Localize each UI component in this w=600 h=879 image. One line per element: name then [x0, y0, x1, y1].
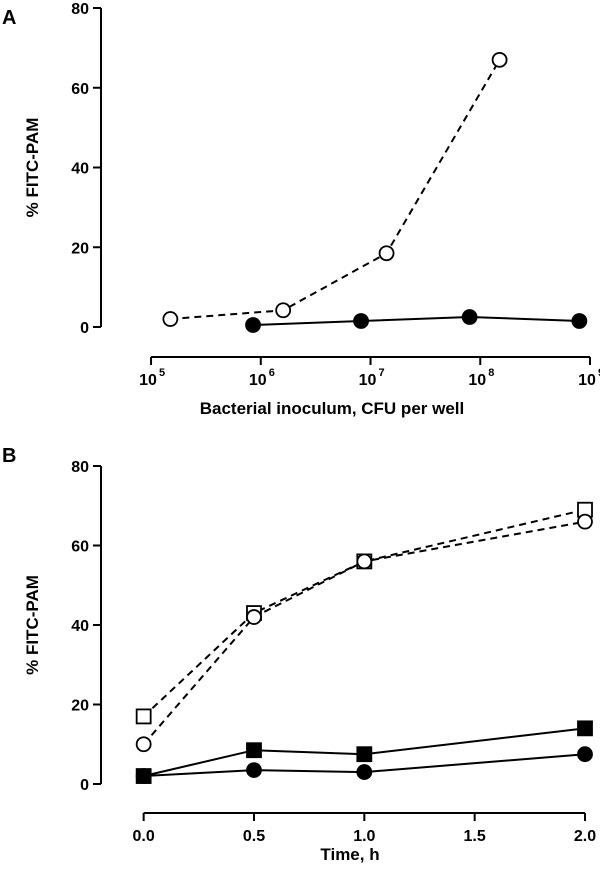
data-point-open-circle — [577, 513, 593, 530]
data-point-filled-square — [577, 720, 593, 737]
panel-b-chart: B % FITC-PAM Time, h 0 20 40 60 80 0.0 0.5 1.0 1… — [2, 445, 596, 864]
panel-a-x-axis-title: Bacterial inoculum, CFU per well — [200, 399, 465, 418]
x-tick-label: 10 — [139, 372, 157, 389]
series-line-open-square — [143, 508, 586, 718]
y-tick-label: 20 — [71, 240, 89, 257]
data-point-filled-circle — [577, 746, 593, 763]
y-tick-label: 80 — [71, 459, 89, 476]
y-tick-label: 0 — [80, 320, 89, 337]
panel-a-series — [162, 51, 588, 333]
data-point-filled-circle — [571, 313, 588, 329]
x-tick-label: 0.5 — [243, 828, 265, 845]
x-tick-exponent: 9 — [598, 367, 600, 379]
panel-a-y-axis-title: % FITC-PAM — [23, 118, 42, 218]
data-point-open-circle — [378, 245, 395, 262]
data-point-open-circle — [356, 553, 373, 570]
data-point-open-circle — [162, 311, 179, 327]
panel-b-y-axis-title: % FITC-PAM — [23, 575, 42, 675]
x-tick-exponent: 5 — [159, 367, 165, 379]
x-tick-label: 10 — [578, 372, 596, 389]
x-tick-exponent: 6 — [269, 367, 275, 379]
data-point-filled-square — [246, 742, 262, 759]
series-line-filled-circle — [252, 315, 580, 326]
x-tick-label: 10 — [359, 372, 377, 389]
series-line-open-circle — [142, 520, 586, 745]
x-tick-label: 1.5 — [464, 828, 486, 845]
x-tick-label: 0.0 — [133, 828, 155, 845]
data-point-filled-circle — [353, 313, 369, 329]
y-tick-label: 60 — [71, 81, 89, 98]
x-tick-label: 10 — [249, 372, 267, 389]
panel-a-chart: A % FITC-PAM Bacterial inoculum, CFU per… — [2, 1, 600, 418]
x-tick-exponent: 7 — [378, 367, 384, 379]
data-point-filled-circle — [246, 762, 262, 778]
data-point-open-circle — [491, 51, 508, 68]
y-tick-label: 40 — [71, 618, 89, 635]
data-point-filled-circle — [245, 317, 261, 333]
data-point-open-circle — [275, 302, 292, 319]
data-point-filled-circle — [356, 764, 373, 780]
data-point-filled-square — [356, 746, 373, 763]
x-tick-exponent: 8 — [488, 367, 494, 379]
series-line-open-circle — [170, 59, 501, 320]
panel-b-axes: 0 20 40 60 80 0.0 0.5 1.0 1.5 2.0 — [71, 459, 596, 845]
data-point-open-circle — [135, 736, 152, 753]
y-tick-label: 80 — [71, 1, 89, 18]
y-tick-label: 20 — [71, 698, 89, 715]
x-tick-label: 10 — [468, 372, 486, 389]
series-line-filled-circle — [143, 753, 586, 777]
data-point-filled-circle — [135, 768, 152, 784]
panel-b-series — [135, 501, 593, 784]
data-point-open-square — [135, 708, 152, 725]
panel-b-x-axis-title: Time, h — [320, 845, 379, 864]
x-tick-label: 1.0 — [353, 828, 375, 845]
panel-a-label: A — [2, 7, 16, 29]
x-tick-label: 2.0 — [574, 828, 596, 845]
data-point-open-circle — [246, 609, 262, 625]
data-point-filled-circle — [461, 309, 478, 325]
y-tick-label: 60 — [71, 539, 89, 556]
panel-a-axes: 020406080105106107108109 — [71, 1, 600, 389]
y-tick-label: 40 — [71, 161, 89, 178]
y-tick-label: 0 — [80, 777, 89, 794]
panel-b-label: B — [2, 445, 16, 467]
series-line-filled-square — [143, 727, 586, 777]
